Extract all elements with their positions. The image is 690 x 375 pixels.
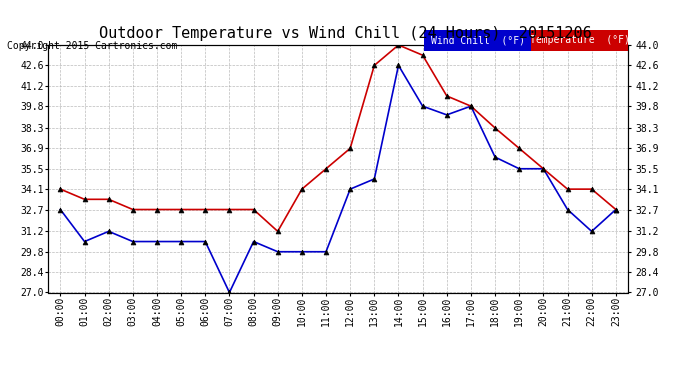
Text: Temperature  (°F): Temperature (°F) [530,35,629,45]
Text: Wind Chill  (°F): Wind Chill (°F) [431,35,525,45]
Text: Copyright 2015 Cartronics.com: Copyright 2015 Cartronics.com [7,41,177,51]
Text: Outdoor Temperature vs Wind Chill (24 Hours)  20151206: Outdoor Temperature vs Wind Chill (24 Ho… [99,26,591,41]
